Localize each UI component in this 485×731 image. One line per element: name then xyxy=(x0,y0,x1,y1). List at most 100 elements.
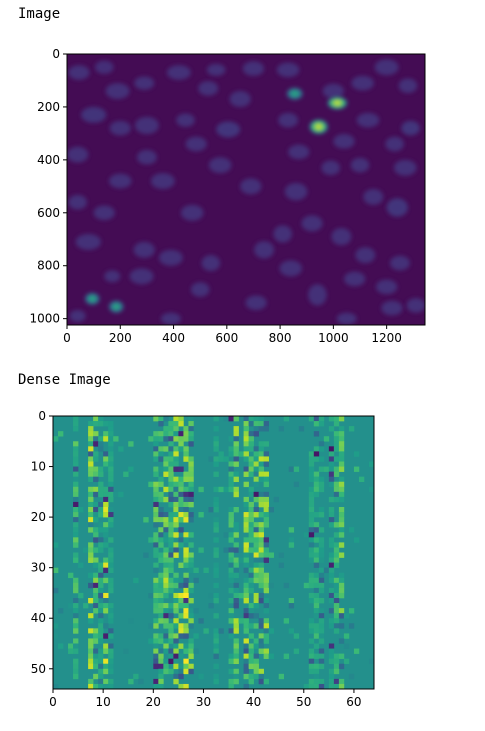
dense-cell xyxy=(73,557,79,563)
dense-cell xyxy=(338,507,345,513)
dense-cell xyxy=(228,567,234,574)
dense-cell xyxy=(158,648,164,654)
dense-cell xyxy=(233,567,239,574)
dense-cell xyxy=(168,456,174,462)
dense-cell xyxy=(243,421,249,427)
dense-cell xyxy=(233,618,239,624)
dense-cell xyxy=(163,547,169,553)
dense-cell xyxy=(93,532,99,538)
dense-cell xyxy=(88,491,94,498)
dense-cell xyxy=(158,603,164,609)
dense-cell xyxy=(98,562,104,568)
dense-cell xyxy=(108,441,114,447)
dense-cell xyxy=(178,598,184,604)
nucleus-blob xyxy=(136,149,157,165)
dense-cell xyxy=(188,471,194,477)
dense-cell xyxy=(318,456,325,462)
dense-cell xyxy=(258,532,264,538)
dense-cell xyxy=(173,598,179,604)
dense-cell xyxy=(233,673,239,680)
dense-cell xyxy=(188,517,194,523)
dense-cell xyxy=(233,598,239,604)
dense-cell xyxy=(263,451,269,457)
dense-cell xyxy=(313,663,320,670)
dense-cell xyxy=(73,542,79,548)
dense-cell xyxy=(168,628,174,634)
dense-cell xyxy=(178,416,184,422)
nucleus-blob xyxy=(158,249,183,266)
dense-cell xyxy=(218,451,224,457)
dense-cell xyxy=(163,648,169,654)
dense-cell xyxy=(183,658,189,665)
dense-cell xyxy=(338,663,345,670)
dense-cell xyxy=(288,603,295,609)
dense-cell xyxy=(163,592,169,599)
dense-cell xyxy=(338,486,345,493)
dense-cell xyxy=(183,537,189,543)
dense-cell xyxy=(243,562,249,568)
dense-cell xyxy=(313,623,320,629)
dense-cell xyxy=(268,628,274,634)
dense-cell xyxy=(188,466,194,472)
dense-cell xyxy=(223,486,229,493)
nucleus-blob xyxy=(381,300,403,316)
dense-cell xyxy=(323,567,330,574)
dense-cell xyxy=(348,623,355,629)
dense-cell xyxy=(68,603,74,609)
nucleus-blob xyxy=(240,178,262,195)
nucleus-blob xyxy=(284,183,308,201)
dense-cell xyxy=(158,592,164,599)
bright-nucleus xyxy=(309,119,329,135)
dense-cell xyxy=(183,436,189,442)
dense-cell xyxy=(228,633,234,639)
dense-cell xyxy=(328,466,335,472)
dense-cell xyxy=(158,421,164,427)
dense-cell xyxy=(273,496,280,503)
dense-cell xyxy=(163,456,169,462)
dense-cell xyxy=(163,663,169,670)
dense-cell xyxy=(98,512,104,518)
dense-cell xyxy=(163,446,169,452)
dense-cell xyxy=(178,491,184,498)
dense-cell xyxy=(98,421,104,427)
dense-cell xyxy=(333,668,340,675)
dense-cell xyxy=(308,471,315,477)
dense-cell xyxy=(308,537,315,543)
dense-cell xyxy=(233,491,239,498)
dense-cell xyxy=(333,491,340,498)
dense-cell xyxy=(318,527,325,533)
dense-cell xyxy=(243,542,249,548)
dense-cell xyxy=(228,608,234,614)
dense-cell xyxy=(108,421,114,427)
dense-cell xyxy=(203,567,209,574)
dense-cell xyxy=(158,446,164,452)
dense-cell xyxy=(308,476,315,483)
dense-cell xyxy=(328,507,335,513)
dense-cell xyxy=(313,486,320,493)
dense-cell xyxy=(173,608,179,614)
dense-cell xyxy=(243,466,249,472)
dense-cell xyxy=(333,582,340,589)
dense-cell xyxy=(173,416,179,422)
dense-cell xyxy=(178,603,184,609)
dense-cell xyxy=(243,673,249,680)
dense-cell xyxy=(188,416,194,422)
dense-cell xyxy=(93,416,99,422)
dense-cell xyxy=(108,683,114,690)
dense-cell xyxy=(233,572,239,579)
nucleus-blob xyxy=(245,295,267,311)
dense-cell xyxy=(108,643,114,649)
dense-cell xyxy=(253,496,259,503)
dense-cell xyxy=(328,471,335,477)
dense-cell xyxy=(248,471,254,477)
dense-cell xyxy=(288,466,295,472)
dense-cell xyxy=(258,456,264,462)
dense-cell xyxy=(168,517,174,523)
dense-cell xyxy=(93,587,99,594)
nucleus-blob xyxy=(322,83,345,99)
dense-cell xyxy=(343,658,350,665)
dense-cell xyxy=(113,491,119,498)
nucleus-blob xyxy=(351,75,374,91)
dense-cell xyxy=(73,486,79,493)
dense-cell xyxy=(153,501,159,508)
